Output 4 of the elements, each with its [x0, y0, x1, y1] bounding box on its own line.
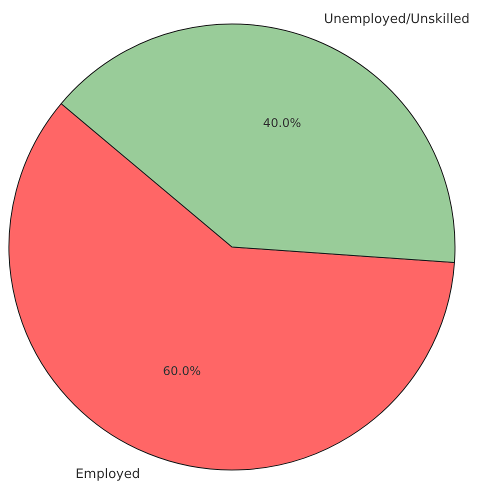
- data-label: 40.0%: [263, 116, 302, 130]
- slice-label: Employed: [75, 466, 140, 482]
- data-label: 60.0%: [162, 364, 201, 378]
- slice-label: Unemployed/Unskilled: [324, 12, 470, 28]
